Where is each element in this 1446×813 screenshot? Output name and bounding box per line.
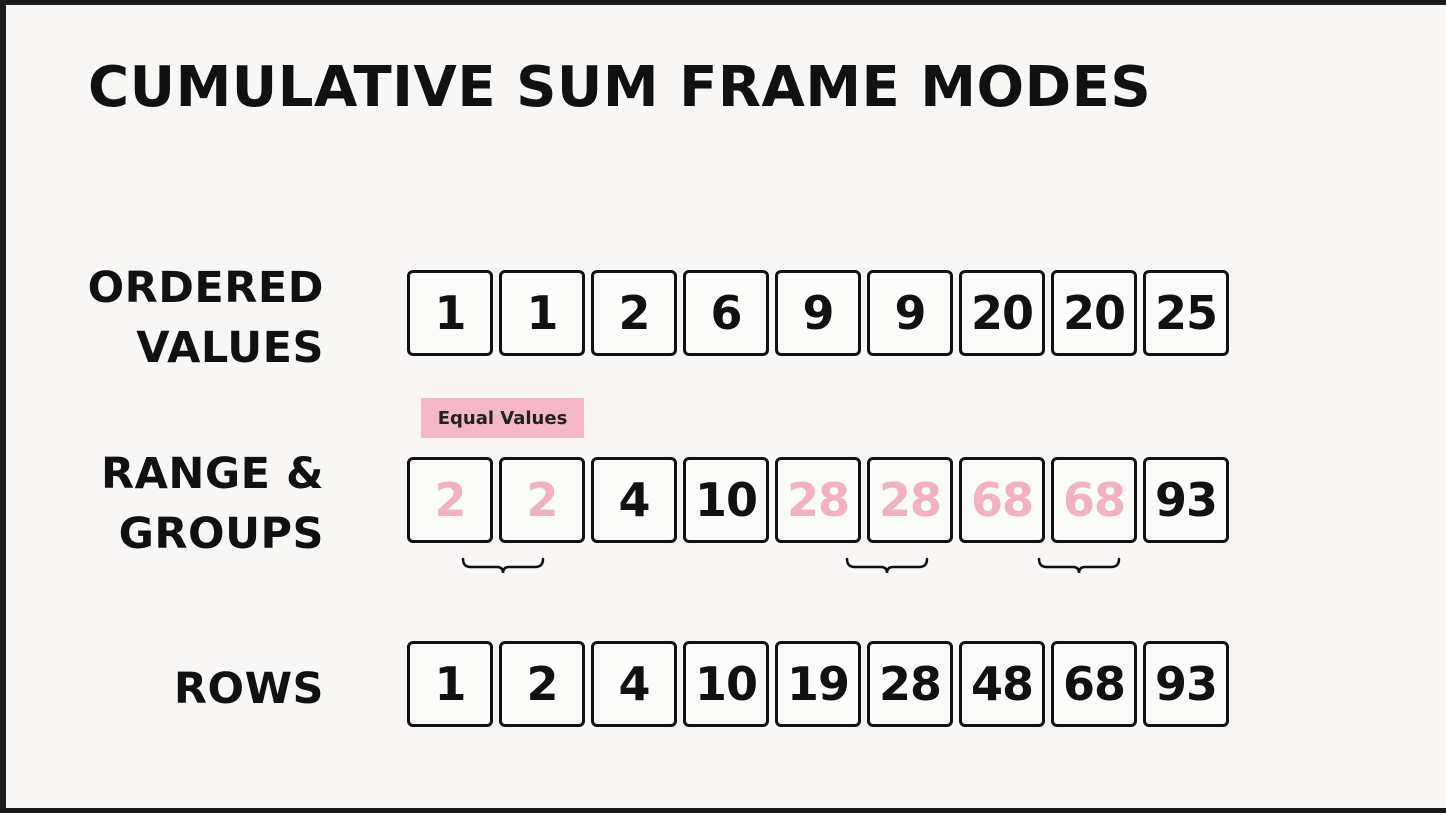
value-cell: 2 bbox=[499, 457, 585, 543]
row-label-ordered-values: ORDERED VALUES bbox=[88, 258, 324, 378]
value-cell: 10 bbox=[683, 457, 769, 543]
row-label-rows: ROWS bbox=[174, 659, 324, 719]
ordered-values-row: 1 1 2 6 9 9 20 20 25 bbox=[407, 270, 1229, 356]
value-cell: 93 bbox=[1143, 457, 1229, 543]
value-cell: 10 bbox=[683, 641, 769, 727]
value-cell: 4 bbox=[591, 641, 677, 727]
row-label-line: RANGE & bbox=[100, 449, 324, 499]
value-cell: 2 bbox=[407, 457, 493, 543]
value-cell: 20 bbox=[959, 270, 1045, 356]
group-brace-icon bbox=[845, 557, 929, 574]
value-cell: 20 bbox=[1051, 270, 1137, 356]
row-label-line: GROUPS bbox=[118, 509, 324, 559]
value-cell: 1 bbox=[499, 270, 585, 356]
value-cell: 93 bbox=[1143, 641, 1229, 727]
value-cell: 28 bbox=[775, 457, 861, 543]
value-cell: 28 bbox=[867, 457, 953, 543]
value-cell: 68 bbox=[1051, 641, 1137, 727]
rows-row: 1 2 4 10 19 28 48 68 93 bbox=[407, 641, 1229, 727]
slide-title: CUMULATIVE SUM FRAME MODES bbox=[88, 55, 1152, 120]
value-cell: 28 bbox=[867, 641, 953, 727]
row-label-line: ORDERED bbox=[87, 263, 324, 313]
value-cell: 2 bbox=[499, 641, 585, 727]
group-brace-icon bbox=[461, 557, 545, 574]
value-cell: 1 bbox=[407, 270, 493, 356]
value-cell: 1 bbox=[407, 641, 493, 727]
range-groups-row: 2 2 4 10 28 28 68 68 93 bbox=[407, 457, 1229, 543]
value-cell: 25 bbox=[1143, 270, 1229, 356]
group-brace-icon bbox=[1037, 557, 1121, 574]
slide: CUMULATIVE SUM FRAME MODES ORDERED VALUE… bbox=[6, 5, 1446, 808]
equal-values-tag: Equal Values bbox=[421, 398, 584, 438]
value-cell: 9 bbox=[867, 270, 953, 356]
value-cell: 4 bbox=[591, 457, 677, 543]
value-cell: 2 bbox=[591, 270, 677, 356]
value-cell: 68 bbox=[959, 457, 1045, 543]
row-label-line: VALUES bbox=[136, 323, 324, 373]
value-cell: 19 bbox=[775, 641, 861, 727]
value-cell: 68 bbox=[1051, 457, 1137, 543]
row-label-line: ROWS bbox=[173, 664, 324, 714]
value-cell: 9 bbox=[775, 270, 861, 356]
value-cell: 6 bbox=[683, 270, 769, 356]
row-label-range-groups: RANGE & GROUPS bbox=[101, 444, 324, 564]
value-cell: 48 bbox=[959, 641, 1045, 727]
